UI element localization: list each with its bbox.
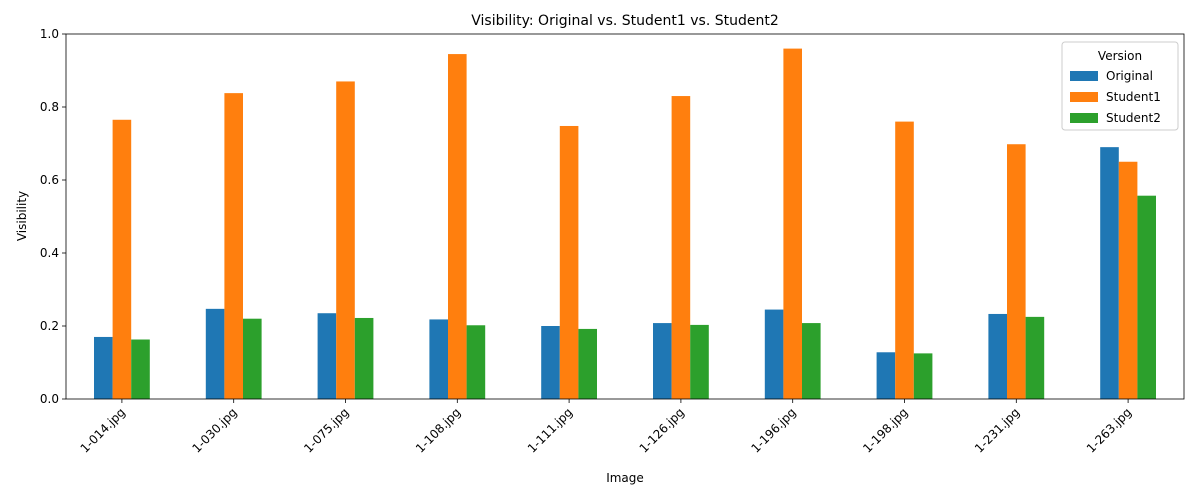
- chart-title: Visibility: Original vs. Student1 vs. St…: [471, 13, 779, 29]
- x-tick-label: 1-231.jpg: [972, 405, 1022, 455]
- legend-swatch-student1: [1070, 92, 1098, 102]
- bars-group: [94, 48, 1156, 400]
- y-tick-label: 0.6: [40, 173, 59, 187]
- bar-student2-1-126.jpg: [690, 324, 709, 399]
- bar-student1-1-263.jpg: [1118, 161, 1138, 399]
- y-tick-label: 0.2: [40, 319, 59, 333]
- legend-label-original: Original: [1106, 69, 1153, 83]
- y-tick-label: 0.8: [40, 100, 59, 114]
- bar-student2-1-263.jpg: [1137, 195, 1156, 399]
- bar-student1-1-030.jpg: [224, 93, 243, 399]
- bar-student1-1-075.jpg: [336, 81, 355, 399]
- bar-student2-1-231.jpg: [1025, 316, 1045, 399]
- bar-student1-1-111.jpg: [559, 125, 579, 399]
- x-tick-label: 1-126.jpg: [637, 405, 687, 455]
- bar-original-1-030.jpg: [205, 308, 225, 399]
- bar-student1-1-126.jpg: [671, 96, 691, 400]
- legend-swatch-original: [1070, 71, 1098, 81]
- legend: Version Original Student1 Student2: [1061, 41, 1179, 131]
- bar-original-1-196.jpg: [764, 309, 784, 399]
- x-tick-label: 1-263.jpg: [1084, 405, 1134, 455]
- bar-student1-1-108.jpg: [448, 54, 467, 399]
- bar-original-1-126.jpg: [653, 323, 672, 399]
- bar-original-1-075.jpg: [317, 313, 337, 399]
- x-tick-label: 1-014.jpg: [78, 405, 128, 455]
- legend-swatch-student2: [1070, 113, 1098, 123]
- legend-label-student2: Student2: [1106, 111, 1161, 125]
- x-tick-label: 1-075.jpg: [301, 405, 351, 455]
- bar-student2-1-111.jpg: [578, 328, 597, 399]
- y-axis: 0.0 0.2 0.4 0.6 0.8 1.0: [40, 27, 66, 406]
- x-tick-label: 1-108.jpg: [413, 405, 463, 455]
- bar-student2-1-014.jpg: [131, 339, 150, 399]
- y-tick-label: 0.4: [40, 246, 59, 260]
- bar-student1-1-198.jpg: [895, 121, 914, 399]
- y-tick-label: 0.0: [40, 392, 59, 406]
- x-tick-label: 1-198.jpg: [860, 405, 910, 455]
- bar-original-1-198.jpg: [876, 352, 896, 399]
- bar-student1-1-231.jpg: [1007, 144, 1026, 399]
- bar-original-1-014.jpg: [94, 336, 113, 399]
- bar-original-1-231.jpg: [988, 313, 1007, 399]
- legend-label-student1: Student1: [1106, 90, 1161, 104]
- legend-box: [1061, 41, 1179, 131]
- bar-original-1-108.jpg: [429, 319, 448, 399]
- x-axis: 1-014.jpg 1-030.jpg 1-075.jpg 1-108.jpg 1-11…: [78, 399, 1134, 456]
- bar-student2-1-196.jpg: [802, 323, 821, 399]
- x-axis-label: Image: [606, 471, 644, 485]
- bar-student2-1-075.jpg: [354, 317, 374, 399]
- x-tick-label: 1-196.jpg: [748, 405, 798, 455]
- bar-student2-1-198.jpg: [913, 353, 933, 399]
- y-tick-label: 1.0: [40, 27, 59, 41]
- bar-original-1-111.jpg: [541, 326, 560, 399]
- bar-student2-1-108.jpg: [466, 325, 486, 399]
- legend-title: Version: [1098, 49, 1142, 63]
- bar-student2-1-030.jpg: [243, 318, 262, 399]
- bar-student1-1-014.jpg: [112, 119, 132, 400]
- y-axis-label: Visibility: [15, 191, 29, 241]
- x-tick-label: 1-111.jpg: [525, 405, 575, 455]
- plot-frame: [65, 33, 1185, 400]
- x-tick-label: 1-030.jpg: [189, 405, 239, 455]
- bar-original-1-263.jpg: [1100, 147, 1119, 399]
- bar-student1-1-196.jpg: [783, 48, 802, 399]
